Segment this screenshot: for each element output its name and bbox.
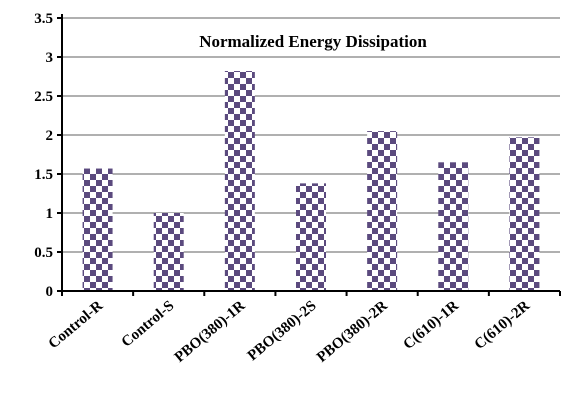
- bar: [438, 162, 469, 291]
- x-category-label: Control-S: [119, 298, 178, 351]
- y-tick-label: 3.5: [34, 11, 53, 27]
- x-category-label: Control-R: [46, 298, 107, 353]
- x-category-label: PBO(380)-2S: [245, 298, 320, 364]
- chart-title: Normalized Energy Dissipation: [199, 32, 427, 51]
- x-category-label: C(610)-1R: [401, 298, 462, 353]
- bar: [367, 131, 398, 291]
- gridlines: [62, 17, 560, 253]
- bar: [296, 183, 326, 291]
- bars: [82, 71, 540, 291]
- x-category-label: PBO(380)-1R: [172, 298, 249, 366]
- y-tick-label: 3: [46, 50, 54, 66]
- axes: [57, 14, 561, 296]
- bar: [224, 71, 255, 291]
- bar: [82, 168, 113, 291]
- y-tick-label: 2: [46, 128, 54, 144]
- y-tick-label: 2.5: [34, 89, 53, 105]
- bar: [153, 213, 184, 291]
- x-category-label: C(610)-2R: [472, 298, 533, 353]
- bar: [509, 137, 540, 291]
- y-tick-label: 0: [46, 284, 54, 300]
- y-tick-label: 1.5: [34, 167, 53, 183]
- y-tick-labels: 0 0.5 1 1.5 2 2.5 3 3.5: [34, 11, 53, 300]
- x-category-label: PBO(380)-2R: [314, 298, 391, 366]
- x-category-labels: Control-R Control-SPBO(380)-1RPBO(380)-2S…: [46, 298, 533, 366]
- y-tick-label: 0.5: [34, 245, 53, 261]
- y-tick-label: 1: [46, 206, 54, 222]
